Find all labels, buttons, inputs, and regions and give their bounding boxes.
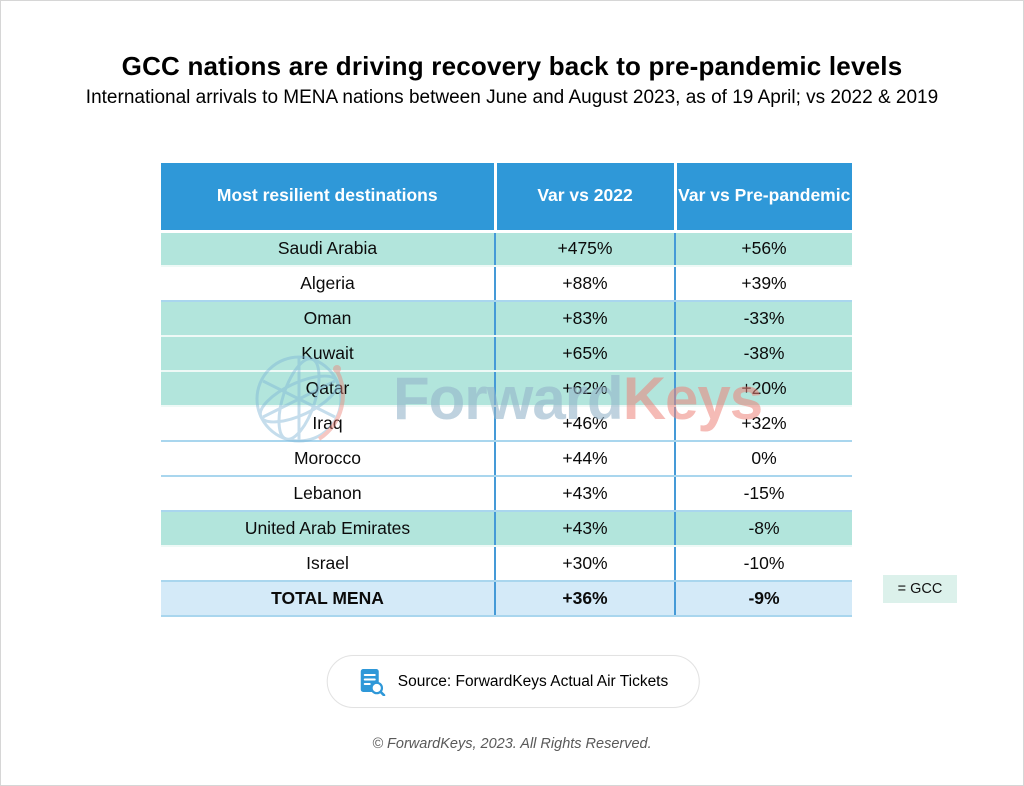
table-row: Algeria +88% +39% (161, 266, 852, 302)
cell-destination: Iraq (161, 406, 495, 442)
total-row: TOTAL MENA +36% -9% (161, 581, 852, 617)
cell-var-2022: +83% (494, 301, 675, 337)
cell-var-prepandemic: +39% (674, 266, 852, 302)
table-row: Israel +30% -10% (161, 546, 852, 582)
table-row: Iraq +46% +32% (161, 406, 852, 442)
cell-var-2022: +44% (494, 441, 675, 477)
gcc-legend-label: = GCC (897, 581, 943, 597)
table-row: United Arab Emirates +43% -8% (161, 511, 852, 547)
cell-var-2022: +65% (494, 336, 675, 372)
column-header-var-2022: Var vs 2022 (493, 163, 675, 233)
cell-var-2022: +88% (494, 266, 675, 302)
table-header: Most resilient destinations Var vs 2022 … (161, 163, 852, 233)
column-header-var-prepandemic: Var vs Pre-pandemic (673, 163, 852, 233)
cell-destination: Israel (161, 546, 495, 582)
table-footer: TOTAL MENA +36% -9% (161, 581, 852, 617)
cell-var-2022: +475% (494, 231, 675, 267)
copyright-footer: © ForwardKeys, 2023. All Rights Reserved… (372, 736, 652, 752)
table-row: Qatar +62% +20% (161, 371, 852, 407)
page-title: GCC nations are driving recovery back to… (121, 51, 903, 81)
cell-var-2022: +62% (494, 371, 675, 407)
cell-var-prepandemic: -15% (674, 476, 852, 512)
table-row: Lebanon +43% -15% (161, 476, 852, 512)
cell-destination: Oman (161, 301, 495, 337)
source-label: Source: ForwardKeys Actual Air Tickets (397, 672, 669, 690)
cell-var-2022: +43% (494, 511, 675, 547)
cell-destination: Lebanon (161, 476, 495, 512)
document-search-icon (360, 668, 386, 696)
cell-var-prepandemic: -10% (674, 546, 852, 582)
cell-destination: United Arab Emirates (161, 511, 495, 547)
cell-total-destination: TOTAL MENA (161, 581, 495, 617)
cell-var-2022: +43% (494, 476, 675, 512)
cell-var-prepandemic: +32% (674, 406, 852, 442)
cell-destination: Saudi Arabia (161, 231, 495, 267)
cell-var-prepandemic: +56% (674, 231, 852, 267)
column-header-destinations: Most resilient destinations (161, 163, 495, 233)
cell-destination: Morocco (161, 441, 495, 477)
cell-total-var-prepandemic: -9% (674, 581, 852, 617)
cell-var-prepandemic: -33% (674, 301, 852, 337)
cell-var-2022: +30% (494, 546, 675, 582)
arrivals-table: Most resilient destinations Var vs 2022 … (161, 163, 852, 617)
table-header-row: Most resilient destinations Var vs 2022 … (161, 163, 852, 233)
table-row: Oman +83% -33% (161, 301, 852, 337)
table-body: Saudi Arabia +475% +56% Algeria +88% +39% Oman… (161, 231, 852, 582)
table-row: Kuwait +65% -38% (161, 336, 852, 372)
source-badge: Source: ForwardKeys Actual Air Tickets (326, 655, 700, 708)
cell-var-prepandemic: -8% (674, 511, 852, 547)
table-row: Saudi Arabia +475% +56% (161, 231, 852, 267)
page-subtitle: International arrivals to MENA nations b… (85, 87, 939, 108)
cell-destination: Qatar (161, 371, 495, 407)
cell-var-prepandemic: 0% (674, 441, 852, 477)
table-row: Morocco +44% 0% (161, 441, 852, 477)
cell-var-prepandemic: -38% (674, 336, 852, 372)
cell-destination: Algeria (161, 266, 495, 302)
gcc-legend-badge: = GCC (883, 575, 957, 603)
cell-var-2022: +46% (494, 406, 675, 442)
cell-var-prepandemic: +20% (674, 371, 852, 407)
cell-total-var-2022: +36% (494, 581, 675, 617)
cell-destination: Kuwait (161, 336, 495, 372)
